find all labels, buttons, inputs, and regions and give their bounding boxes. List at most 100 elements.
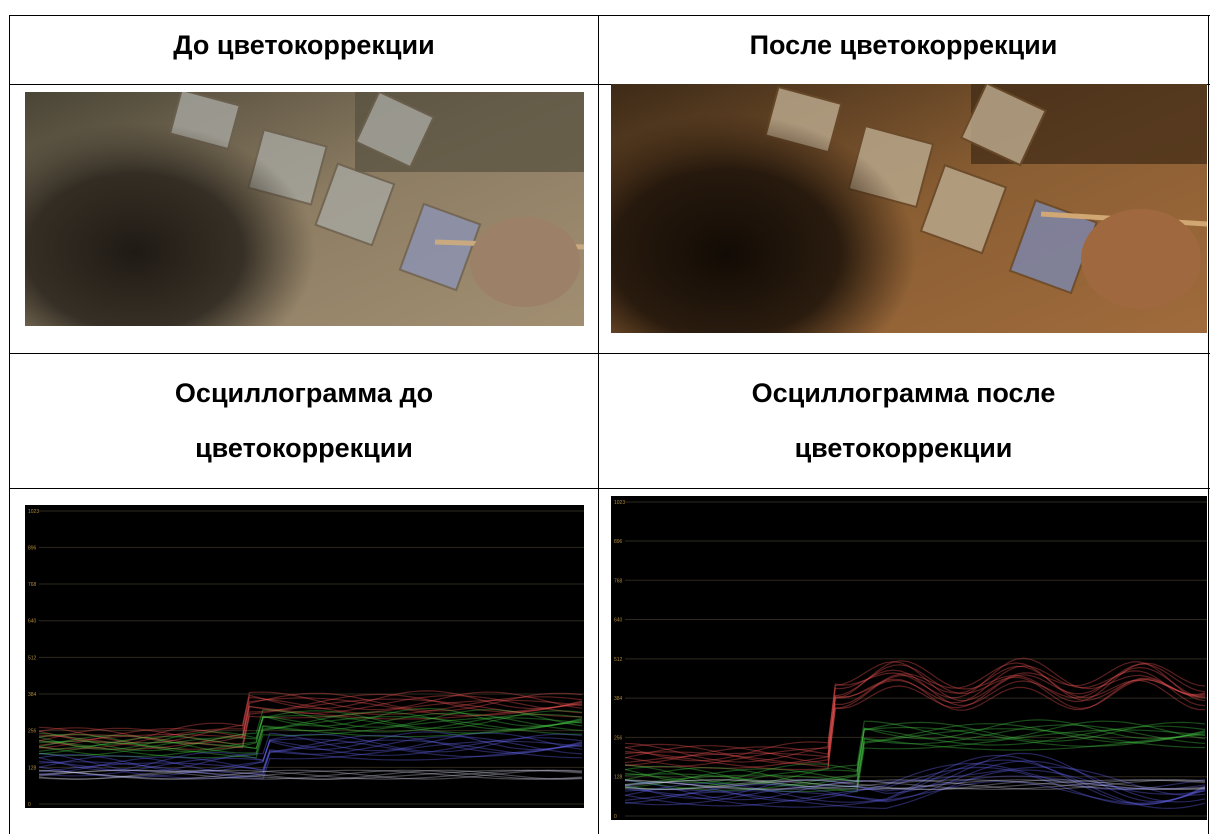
waveform-trace	[624, 660, 1206, 764]
waveform-trace	[38, 693, 583, 745]
waveform-trace	[38, 714, 583, 758]
waveform-trace	[624, 725, 1206, 790]
waveform-trace	[624, 766, 1206, 801]
waveform-trace	[38, 735, 583, 775]
waveform-trace	[624, 779, 1206, 790]
waveform-trace	[38, 698, 583, 750]
waveform-trace	[624, 760, 1206, 804]
waveform-trace	[38, 769, 583, 780]
cell-heading: цветокоррекции	[195, 433, 413, 463]
waveform-trace	[38, 707, 583, 751]
waveform-before: 1023 896 768 640 512 384 256 128 0	[25, 505, 584, 808]
border	[9, 15, 10, 834]
waveform-trace	[38, 769, 583, 780]
waveform-trace	[624, 729, 1206, 793]
waveform-trace	[38, 744, 583, 773]
waveform-background	[25, 505, 584, 808]
scale-label: 768	[28, 582, 37, 588]
waveform-trace	[624, 665, 1206, 771]
waveform-trace	[38, 769, 583, 780]
waveform-trace	[38, 696, 583, 750]
waveform-trace	[624, 726, 1206, 791]
waveform-trace	[624, 720, 1206, 785]
scale-label: 0	[614, 814, 617, 820]
waveform-trace	[38, 716, 583, 759]
scale-label: 1023	[28, 509, 39, 515]
waveform-trace	[38, 699, 583, 749]
scale-label: 384	[28, 692, 37, 698]
waveform-trace	[38, 737, 583, 777]
waveform-trace	[624, 759, 1206, 810]
scale-label: 384	[614, 696, 623, 702]
waveform-trace	[38, 712, 583, 755]
waveform-trace	[624, 779, 1206, 790]
waveform-trace	[38, 709, 583, 752]
scale-label: 128	[614, 775, 623, 781]
waveform-trace	[38, 691, 583, 744]
waveform-trace	[624, 754, 1206, 805]
waveform-trace	[38, 738, 583, 778]
waveform-trace	[624, 762, 1206, 802]
waveform-trace	[624, 721, 1206, 786]
waveform-trace	[38, 769, 583, 780]
waveform-trace	[38, 732, 583, 772]
waveform-trace	[624, 723, 1206, 788]
waveform-trace	[38, 690, 583, 744]
waveform-trace	[624, 662, 1206, 765]
scale-label: 768	[614, 578, 623, 584]
border	[9, 84, 1210, 85]
cell-heading: Осциллограмма до	[174, 378, 434, 408]
photo-before	[25, 92, 584, 326]
border	[9, 488, 1210, 489]
waveform-trace	[38, 711, 583, 754]
border	[598, 15, 599, 834]
cell-heading: После цветокоррекции	[749, 30, 1058, 60]
waveform-trace	[38, 740, 583, 780]
scale-label: 896	[28, 545, 37, 551]
cell-heading: Осциллограмма после	[751, 378, 1056, 408]
scale-label: 1023	[614, 500, 625, 506]
waveform-trace	[38, 731, 583, 771]
waveform-trace	[38, 721, 583, 752]
waveform-trace	[624, 661, 1206, 763]
waveform-trace	[624, 769, 1206, 810]
waveform-trace	[624, 666, 1206, 768]
border	[1208, 15, 1209, 834]
waveform-trace	[38, 769, 583, 780]
photo-after	[611, 84, 1207, 333]
scale-label: 512	[28, 655, 37, 661]
waveform-trace	[38, 734, 583, 775]
waveform-after: 1023 896 768 640 512 384 256 128 0	[611, 496, 1207, 820]
waveform-trace	[624, 664, 1206, 769]
waveform-trace	[38, 739, 582, 779]
cell-heading: цветокоррекции	[794, 433, 1013, 463]
waveform-trace	[624, 728, 1205, 793]
waveform-trace	[624, 665, 1206, 766]
waveform-trace	[624, 663, 1206, 768]
border	[9, 15, 1210, 16]
cell-heading: До цветокоррекции	[173, 30, 435, 60]
waveform-trace	[38, 697, 583, 750]
scale-label: 256	[28, 729, 37, 735]
waveform-trace	[624, 766, 1206, 807]
scale-label: 512	[614, 657, 623, 663]
waveform-trace	[38, 717, 583, 759]
waveform-trace	[624, 779, 1206, 790]
waveform-trace	[624, 752, 1206, 803]
scale-label: 640	[614, 618, 623, 624]
waveform-trace	[38, 769, 583, 780]
scale-label: 640	[28, 619, 37, 625]
waveform-trace	[38, 694, 583, 749]
waveform-trace	[38, 713, 583, 757]
scale-label: 256	[614, 735, 623, 741]
waveform-background	[611, 496, 1207, 820]
waveform-trace	[624, 657, 1206, 762]
scale-label: 128	[28, 765, 37, 771]
waveform-trace	[38, 692, 583, 745]
border	[9, 353, 1210, 354]
waveform-trace	[624, 780, 1206, 804]
waveform-trace	[624, 677, 1206, 764]
scale-label: 0	[28, 802, 31, 808]
waveform-trace	[624, 724, 1206, 788]
